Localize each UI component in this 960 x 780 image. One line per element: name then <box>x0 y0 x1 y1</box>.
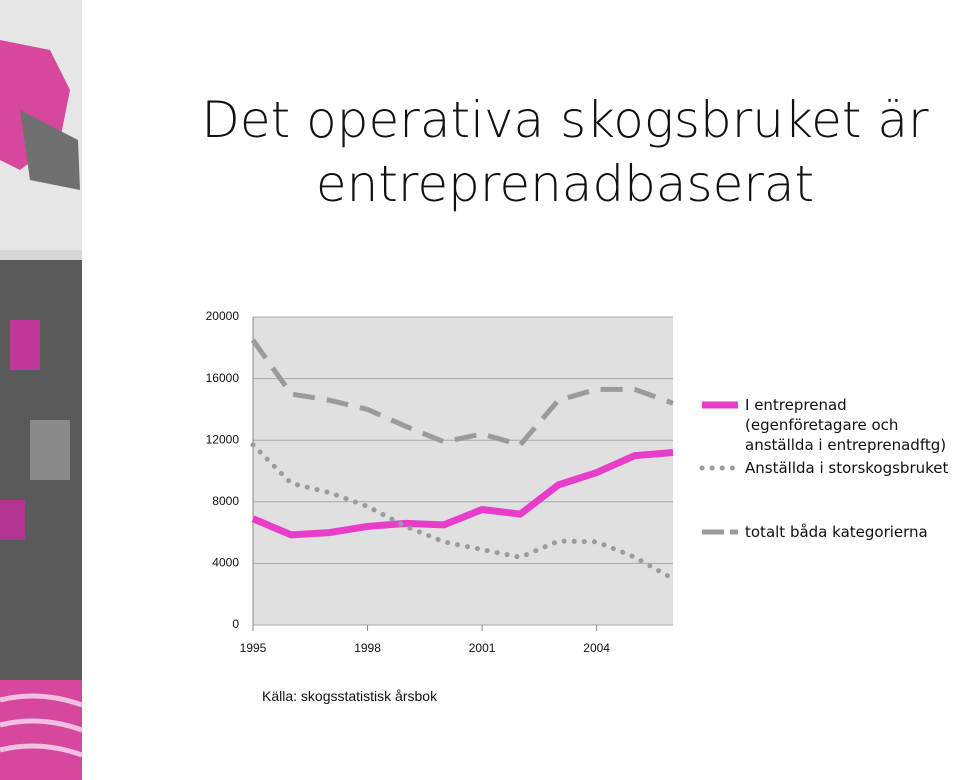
y-tick-label: 4000 <box>212 556 239 570</box>
y-tick-label: 20000 <box>206 309 240 323</box>
legend-entry: I entreprenad (egenföretagare och anstäl… <box>745 396 947 454</box>
y-tick-label: 16000 <box>206 371 240 385</box>
x-tick-label: 2004 <box>583 641 610 655</box>
legend-entry: totalt båda kategorierna <box>745 523 928 541</box>
x-tick-label: 1995 <box>240 641 267 655</box>
legend-entry: Anställda i storskogsbruket <box>745 459 949 477</box>
x-tick-label: 1998 <box>354 641 381 655</box>
series-line <box>250 442 676 582</box>
slide-title: Det operativa skogsbruket är entreprenad… <box>201 91 929 213</box>
y-tick-label: 8000 <box>212 494 239 508</box>
side-photo <box>0 0 83 780</box>
x-tick-label: 2001 <box>469 641 496 655</box>
series-line <box>251 449 674 539</box>
plot-area <box>253 317 673 625</box>
source-note: Källa: skogsstatistisk årsbok <box>262 688 438 704</box>
y-tick-label: 12000 <box>206 432 240 446</box>
y-tick-label: 0 <box>232 617 239 631</box>
series-line <box>250 338 674 448</box>
